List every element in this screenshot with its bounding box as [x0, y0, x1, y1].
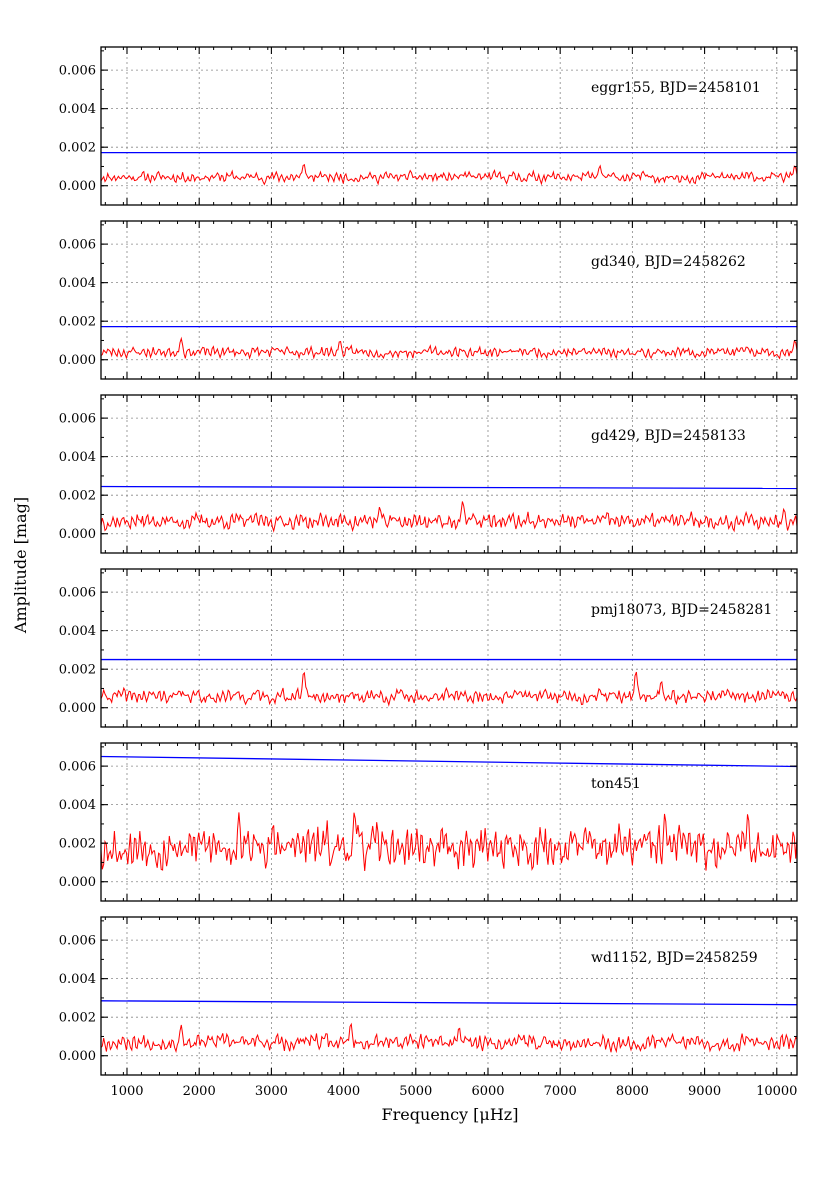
panel: 0.000 0.002 0.004 0.006 ton451: [59, 742, 798, 902]
threshold-line: [100, 755, 798, 768]
y-tick-label: 0.006: [59, 760, 96, 775]
panel-frame: [100, 568, 798, 728]
x-tick-label: 1000: [110, 1084, 143, 1099]
y-axis-title: Amplitude [mag]: [11, 497, 30, 634]
panel-frame: [100, 742, 798, 902]
panel-label: eggr155, BJD=2458101: [591, 80, 761, 96]
x-tick-label: 7000: [544, 1084, 577, 1099]
y-tick-label: 0.004: [59, 276, 96, 291]
y-tick-label: 0.004: [59, 972, 96, 987]
threshold-line: [100, 1000, 798, 1006]
x-axis-title: Frequency [μHz]: [382, 1105, 519, 1124]
y-tick-label: 0.000: [59, 353, 96, 368]
y-tick-label: 0.002: [59, 663, 96, 678]
y-tick-label: 0.002: [59, 141, 96, 156]
y-tick-label: 0.004: [59, 102, 96, 117]
amplitude-spectrum-line: [100, 336, 798, 360]
amplitude-spectrum-line: [100, 501, 798, 533]
y-tick-label: 0.000: [59, 1049, 96, 1064]
panel-frame: [100, 46, 798, 206]
y-tick-label: 0.000: [59, 701, 96, 716]
x-tick-label: 5000: [399, 1084, 432, 1099]
panel-label: gd340, BJD=2458262: [591, 254, 746, 270]
panel-frame: [100, 394, 798, 554]
amplitude-spectrum-line: [100, 671, 798, 707]
threshold-line: [100, 485, 798, 490]
y-tick-label: 0.006: [59, 238, 96, 253]
amplitude-spectrum-line: [100, 163, 798, 186]
x-tick-label: 3000: [255, 1084, 288, 1099]
x-tick-label: 10000: [756, 1084, 797, 1099]
y-tick-label: 0.002: [59, 837, 96, 852]
panel-frame: [100, 916, 798, 1076]
y-tick-label: 0.004: [59, 450, 96, 465]
panel-label: ton451: [591, 776, 641, 792]
y-tick-label: 0.006: [59, 412, 96, 427]
y-tick-label: 0.006: [59, 586, 96, 601]
y-tick-label: 0.000: [59, 179, 96, 194]
x-tick-label: 2000: [183, 1084, 216, 1099]
panel: 0.000 0.002 0.004 0.006 gd340, BJD=2458262: [59, 220, 798, 380]
y-tick-label: 0.002: [59, 315, 96, 330]
y-tick-label: 0.006: [59, 64, 96, 79]
amplitude-spectrum-line: [100, 1022, 798, 1054]
panel: 0.000 0.002 0.004 0.006 pmj18073, BJD=245828…: [59, 568, 798, 728]
x-tick-label: 4000: [327, 1084, 360, 1099]
x-tick-label: 8000: [616, 1084, 649, 1099]
y-tick-label: 0.002: [59, 1011, 96, 1026]
panel-frame: [100, 220, 798, 380]
panel: 0.000 0.002 0.004 0.006 gd429, BJD=2458133: [59, 394, 798, 554]
y-tick-label: 0.000: [59, 875, 96, 890]
panel-label: pmj18073, BJD=2458281: [591, 602, 772, 618]
y-tick-label: 0.004: [59, 798, 96, 813]
panel: 0.000 0.002 0.004 0.006 eggr155, BJD=2458101: [59, 46, 798, 206]
panel-label: wd1152, BJD=2458259: [591, 950, 758, 966]
y-tick-label: 0.004: [59, 624, 96, 639]
panel: 0.000 0.002 0.004 0.006 wd1152, BJD=2458259 1…: [59, 916, 798, 1099]
amplitude-spectrum-line: [100, 812, 798, 871]
x-tick-label: 6000: [471, 1084, 504, 1099]
panel-label: gd429, BJD=2458133: [591, 428, 746, 444]
y-tick-label: 0.000: [59, 527, 96, 542]
y-tick-label: 0.006: [59, 934, 96, 949]
panels: 0.000 0.002 0.004 0.006 eggr155, BJD=2458101…: [59, 46, 798, 1099]
y-tick-label: 0.002: [59, 489, 96, 504]
x-tick-label: 9000: [688, 1084, 721, 1099]
